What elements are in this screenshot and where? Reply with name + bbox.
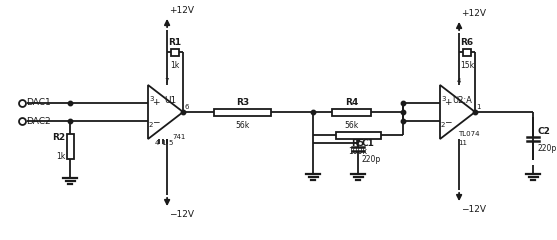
Text: 1k: 1k [56,152,65,161]
Text: R3: R3 [236,98,249,107]
Text: DAC2: DAC2 [26,117,51,126]
Text: −: − [152,117,159,126]
Text: −12V: −12V [169,210,194,219]
Text: +: + [152,98,159,107]
Text: 56k: 56k [236,121,250,130]
Text: R6: R6 [461,38,473,47]
Bar [214,108,271,115]
Text: 220p: 220p [537,144,556,153]
Text: R2: R2 [52,133,65,142]
Text: R1: R1 [169,38,182,47]
Text: 2: 2 [441,122,446,128]
Text: 4: 4 [457,78,461,84]
Text: U1: U1 [164,96,176,105]
Text: +12V: +12V [169,6,194,15]
Text: TL074: TL074 [458,132,480,138]
Text: −12V: −12V [461,205,486,214]
Text: 56k: 56k [344,121,359,130]
Bar [332,108,371,115]
Text: −: − [444,117,452,126]
Text: 220p: 220p [362,156,381,164]
Bar [171,48,179,55]
Bar [66,134,74,159]
Bar [463,48,471,55]
Text: +: + [444,98,452,107]
Text: 7: 7 [165,78,169,84]
Text: 4: 4 [155,140,159,146]
Text: 1k: 1k [170,61,180,70]
Text: 5: 5 [168,140,173,146]
Text: 741: 741 [173,134,186,140]
Text: C1: C1 [362,138,375,148]
Text: 3: 3 [441,96,446,102]
Text: C2: C2 [537,127,550,136]
Text: U2:A: U2:A [452,96,472,105]
Bar [335,132,380,138]
Text: R5: R5 [351,139,365,148]
Text: 1: 1 [476,104,481,110]
Text: 1: 1 [161,140,165,146]
Text: 2: 2 [149,122,153,128]
Text: 100k: 100k [349,147,368,156]
Text: 6: 6 [184,104,189,110]
Text: 11: 11 [458,140,467,146]
Text: R4: R4 [345,98,358,107]
Text: +12V: +12V [461,9,486,18]
Text: DAC1: DAC1 [26,98,51,107]
Text: 3: 3 [149,96,154,102]
Text: 15k: 15k [460,61,474,70]
